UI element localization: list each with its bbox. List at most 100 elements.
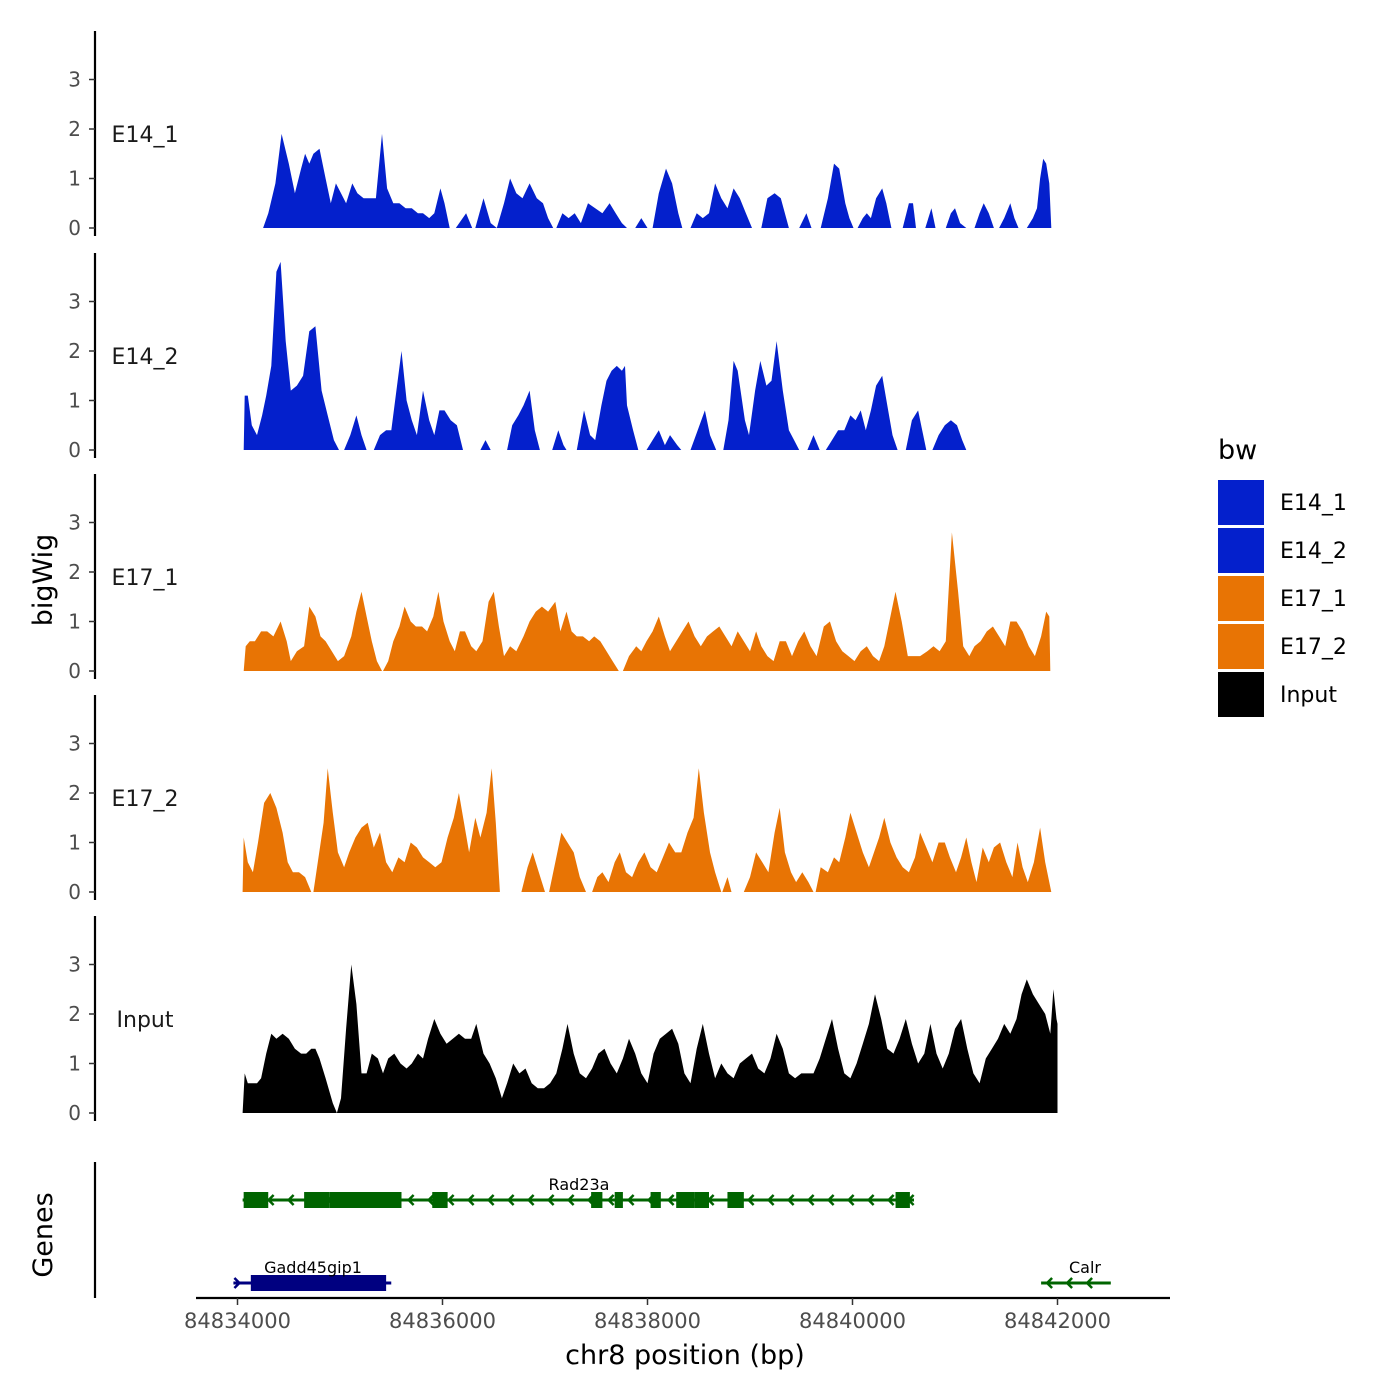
- coverage-area: [549, 832, 586, 892]
- tracks-layer: 0 1 2 3 E14_1 0 1 2 3 E14_2 0 1 2 3 E17_1 0 1 2 3 E17_2 0 1 2 3…: [68, 31, 1058, 1125]
- y-tick-label: 0: [68, 216, 81, 240]
- gene-exon: [650, 1192, 661, 1208]
- coverage-area: [263, 133, 450, 228]
- legend-entry-e14-1: E14_1: [1218, 480, 1347, 525]
- legend-label: E14_2: [1280, 539, 1347, 564]
- y-tick-label: 2: [68, 1002, 81, 1026]
- coverage-area: [480, 440, 491, 450]
- gene-exon: [694, 1192, 709, 1208]
- legend-swatch: [1218, 672, 1264, 717]
- legend-entry-input: Input: [1218, 672, 1337, 717]
- genes-axis-title: Genes: [28, 1192, 59, 1277]
- gene-exon: [727, 1192, 744, 1208]
- track-label: E17_1: [112, 566, 179, 591]
- legend-label: E14_1: [1280, 491, 1347, 516]
- y-tick-label: 2: [68, 781, 81, 805]
- coverage-area: [646, 430, 682, 450]
- strand-arrow: [826, 1194, 835, 1206]
- strand-arrow: [806, 1194, 815, 1206]
- coverage-area: [932, 420, 967, 450]
- coverage-area: [243, 261, 339, 450]
- y-tick-label: 2: [68, 339, 81, 363]
- coverage-area: [455, 178, 554, 228]
- coverage-area: [722, 877, 732, 892]
- track-label: E14_2: [112, 345, 179, 370]
- coverage-area: [344, 415, 367, 450]
- coverage-area: [373, 351, 463, 450]
- strand-arrow: [1085, 1277, 1093, 1289]
- y-tick-label: 2: [68, 560, 81, 584]
- coverage-area: [815, 812, 1052, 892]
- x-tick-label: 84842000: [1004, 1309, 1111, 1333]
- legend-title: bw: [1218, 435, 1257, 466]
- gene-calr: Calr: [1041, 1258, 1111, 1289]
- legend-label: E17_1: [1280, 587, 1347, 612]
- track-e17-2: 0 1 2 3 E17_2: [68, 695, 1052, 904]
- gene-exon: [432, 1192, 448, 1208]
- coverage-area: [820, 163, 854, 228]
- legend-label: E17_2: [1280, 635, 1347, 660]
- coverage-area: [383, 591, 619, 671]
- y-tick-label: 0: [68, 659, 81, 683]
- track-label: Input: [117, 1008, 174, 1033]
- gene-exon: [304, 1192, 330, 1208]
- strand-arrow: [546, 1194, 555, 1206]
- y-tick-label: 2: [68, 117, 81, 141]
- coverage-area: [807, 435, 820, 450]
- x-tick-label: 84838000: [594, 1309, 701, 1333]
- strand-arrow: [666, 1194, 675, 1206]
- strand-arrow: [426, 1194, 435, 1206]
- strand-arrow: [566, 1194, 575, 1206]
- legend-swatch: [1218, 528, 1264, 573]
- y-tick-label: 3: [68, 68, 81, 92]
- y-tick-label: 1: [68, 389, 81, 413]
- track-e14-2: 0 1 2 3 E14_2: [68, 253, 967, 462]
- coverage-area: [690, 183, 752, 228]
- gene-exon: [676, 1192, 695, 1208]
- coverage-area: [925, 208, 936, 228]
- coverage-area: [974, 203, 994, 228]
- coverage-area: [242, 964, 1058, 1113]
- gene-exon: [895, 1192, 910, 1208]
- y-tick-label: 1: [68, 610, 81, 634]
- y-tick-label: 1: [68, 831, 81, 855]
- x-axis-title: chr8 position (bp): [565, 1340, 805, 1371]
- gene-gadd45gip1: Gadd45gip1: [233, 1258, 392, 1291]
- strand-arrow: [466, 1194, 475, 1206]
- coverage-area: [592, 768, 722, 892]
- coverage-area: [799, 213, 812, 228]
- gene-label: Calr: [1069, 1258, 1101, 1277]
- strand-arrow: [266, 1194, 275, 1206]
- coverage-area: [507, 390, 540, 450]
- track-label: E14_1: [112, 123, 179, 148]
- gene-label: Gadd45gip1: [264, 1258, 362, 1277]
- strand-arrow: [886, 1194, 895, 1206]
- legend-swatch: [1218, 624, 1264, 669]
- coverage-area: [576, 365, 639, 450]
- strand-arrow: [786, 1194, 795, 1206]
- gene-exon: [250, 1275, 387, 1291]
- y-tick-label: 3: [68, 953, 81, 977]
- y-tick-label: 1: [68, 167, 81, 191]
- y-axis-title: bigWig: [28, 534, 59, 627]
- strand-arrow: [766, 1194, 775, 1206]
- track-label: E17_2: [112, 787, 179, 812]
- coverage-area: [1026, 158, 1052, 228]
- legend-label: Input: [1280, 683, 1337, 708]
- y-tick-label: 0: [68, 880, 81, 904]
- coverage-area: [690, 410, 717, 450]
- strand-arrow: [446, 1194, 455, 1206]
- legend-swatch: [1218, 576, 1264, 621]
- strand-arrow: [506, 1194, 515, 1206]
- y-tick-label: 0: [68, 1101, 81, 1125]
- legend: bw E14_1 E14_2 E17_1 E17_2 Input: [1218, 435, 1347, 717]
- y-tick-label: 3: [68, 290, 81, 314]
- x-tick-label: 84840000: [799, 1309, 906, 1333]
- y-tick-label: 0: [68, 438, 81, 462]
- y-tick-label: 1: [68, 1052, 81, 1076]
- gene-label: Rad23a: [549, 1175, 610, 1194]
- strand-arrow: [866, 1194, 875, 1206]
- y-tick-label: 3: [68, 732, 81, 756]
- coverage-area: [242, 793, 312, 892]
